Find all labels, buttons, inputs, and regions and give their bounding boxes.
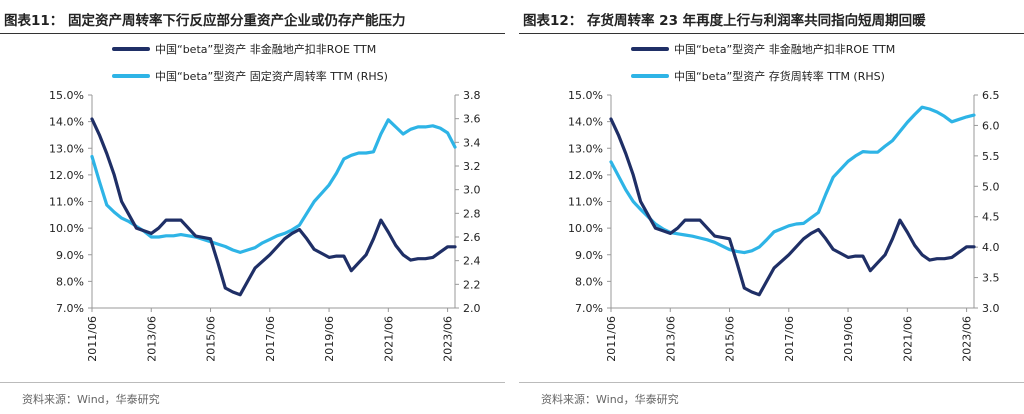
left-tick-label: 13.0% bbox=[49, 142, 84, 155]
x-tick-label: 2019/06 bbox=[323, 316, 336, 362]
left-tick-label: 7.0% bbox=[56, 302, 84, 315]
left-tick-label: 8.0% bbox=[575, 275, 603, 288]
title-rule bbox=[0, 33, 505, 34]
x-tick-label: 2019/06 bbox=[842, 316, 855, 362]
x-tick-label: 2023/06 bbox=[442, 316, 455, 362]
right-tick-label: 3.2 bbox=[463, 160, 481, 173]
right-tick-label: 2.2 bbox=[463, 278, 481, 291]
right-tick-label: 3.5 bbox=[982, 272, 1000, 285]
x-tick-label: 2011/06 bbox=[86, 316, 99, 362]
left-tick-label: 14.0% bbox=[49, 116, 84, 129]
right-tick-label: 2.6 bbox=[463, 231, 481, 244]
right-tick-label: 6.5 bbox=[982, 89, 1000, 102]
right-tick-label: 2.0 bbox=[463, 302, 481, 315]
right-tick-label: 3.0 bbox=[982, 302, 1000, 315]
legend-entry: 中国“beta”型资产 固定资产周转率 TTM (RHS) bbox=[112, 69, 388, 83]
chart-title: 图表11： 固定资产周转率下行反应部分重资产企业或仍存产能压力 bbox=[4, 13, 406, 29]
series-line bbox=[90, 118, 457, 254]
legend-entry: 中国“beta”型资产 非金融地产扣非ROE TTM bbox=[112, 42, 376, 56]
x-tick-label: 2021/06 bbox=[382, 316, 395, 362]
left-tick-label: 15.0% bbox=[568, 89, 603, 102]
x-tick-label: 2013/06 bbox=[664, 316, 677, 362]
left-tick-label: 14.0% bbox=[568, 116, 603, 129]
x-tick-label: 2017/06 bbox=[264, 316, 277, 362]
x-tick-label: 2021/06 bbox=[901, 316, 914, 362]
legend-entry: 中国“beta”型资产 存货周转率 TTM (RHS) bbox=[631, 69, 885, 83]
chart-title: 图表12： 存货周转率 23 年再度上行与利润率共同指向短周期回暖 bbox=[523, 13, 926, 29]
footer-rule bbox=[0, 382, 505, 383]
x-tick-label: 2011/06 bbox=[605, 316, 618, 362]
left-tick-label: 7.0% bbox=[575, 302, 603, 315]
series-line bbox=[90, 117, 457, 297]
right-tick-label: 3.0 bbox=[463, 184, 481, 197]
left-tick-label: 12.0% bbox=[568, 169, 603, 182]
title-rule bbox=[519, 33, 1024, 34]
right-tick-label: 5.5 bbox=[982, 150, 1000, 163]
right-tick-label: 2.4 bbox=[463, 255, 481, 268]
footer-rule bbox=[519, 382, 1024, 383]
right-tick-label: 4.5 bbox=[982, 211, 1000, 224]
legend-entry: 中国“beta”型资产 非金融地产扣非ROE TTM bbox=[631, 42, 895, 56]
legend-label: 中国“beta”型资产 存货周转率 TTM (RHS) bbox=[674, 69, 885, 83]
x-tick-label: 2015/06 bbox=[205, 316, 218, 362]
x-tick-label: 2017/06 bbox=[783, 316, 796, 362]
right-chart-panel: 图表12： 存货周转率 23 年再度上行与利润率共同指向短周期回暖 中国“bet… bbox=[519, 0, 1024, 414]
left-tick-label: 10.0% bbox=[568, 222, 603, 235]
x-tick-label: 2013/06 bbox=[145, 316, 158, 362]
left-tick-label: 8.0% bbox=[56, 275, 84, 288]
fixed-asset-turnover-chart: 中国“beta”型资产 非金融地产扣非ROE TTM 中国“beta”型资产 固定… bbox=[49, 42, 481, 362]
left-tick-label: 9.0% bbox=[575, 249, 603, 262]
left-chart-panel: 图表11： 固定资产周转率下行反应部分重资产企业或仍存产能压力 中国“beta”… bbox=[0, 0, 505, 414]
source-note: 资料来源：Wind，华泰研究 bbox=[541, 393, 679, 406]
x-tick-label: 2015/06 bbox=[724, 316, 737, 362]
x-tick-label: 2023/06 bbox=[961, 316, 974, 362]
left-tick-label: 10.0% bbox=[49, 222, 84, 235]
right-tick-label: 3.4 bbox=[463, 136, 481, 149]
legend-label: 中国“beta”型资产 非金融地产扣非ROE TTM bbox=[674, 42, 895, 56]
right-tick-label: 3.8 bbox=[463, 89, 481, 102]
right-tick-label: 3.6 bbox=[463, 113, 481, 126]
left-tick-label: 11.0% bbox=[568, 196, 603, 209]
legend-label: 中国“beta”型资产 非金融地产扣非ROE TTM bbox=[155, 42, 376, 56]
right-tick-label: 2.8 bbox=[463, 207, 481, 220]
left-tick-label: 13.0% bbox=[568, 142, 603, 155]
left-tick-label: 15.0% bbox=[49, 89, 84, 102]
right-tick-label: 4.0 bbox=[982, 241, 1000, 254]
right-tick-label: 6.0 bbox=[982, 119, 1000, 132]
inventory-turnover-chart: 中国“beta”型资产 非金融地产扣非ROE TTM 中国“beta”型资产 存货… bbox=[568, 42, 1000, 362]
left-tick-label: 11.0% bbox=[49, 196, 84, 209]
right-tick-label: 5.0 bbox=[982, 180, 1000, 193]
legend-label: 中国“beta”型资产 固定资产周转率 TTM (RHS) bbox=[155, 69, 388, 83]
series-line bbox=[609, 117, 976, 297]
left-tick-label: 12.0% bbox=[49, 169, 84, 182]
left-tick-label: 9.0% bbox=[56, 249, 84, 262]
source-note: 资料来源：Wind，华泰研究 bbox=[22, 393, 160, 406]
